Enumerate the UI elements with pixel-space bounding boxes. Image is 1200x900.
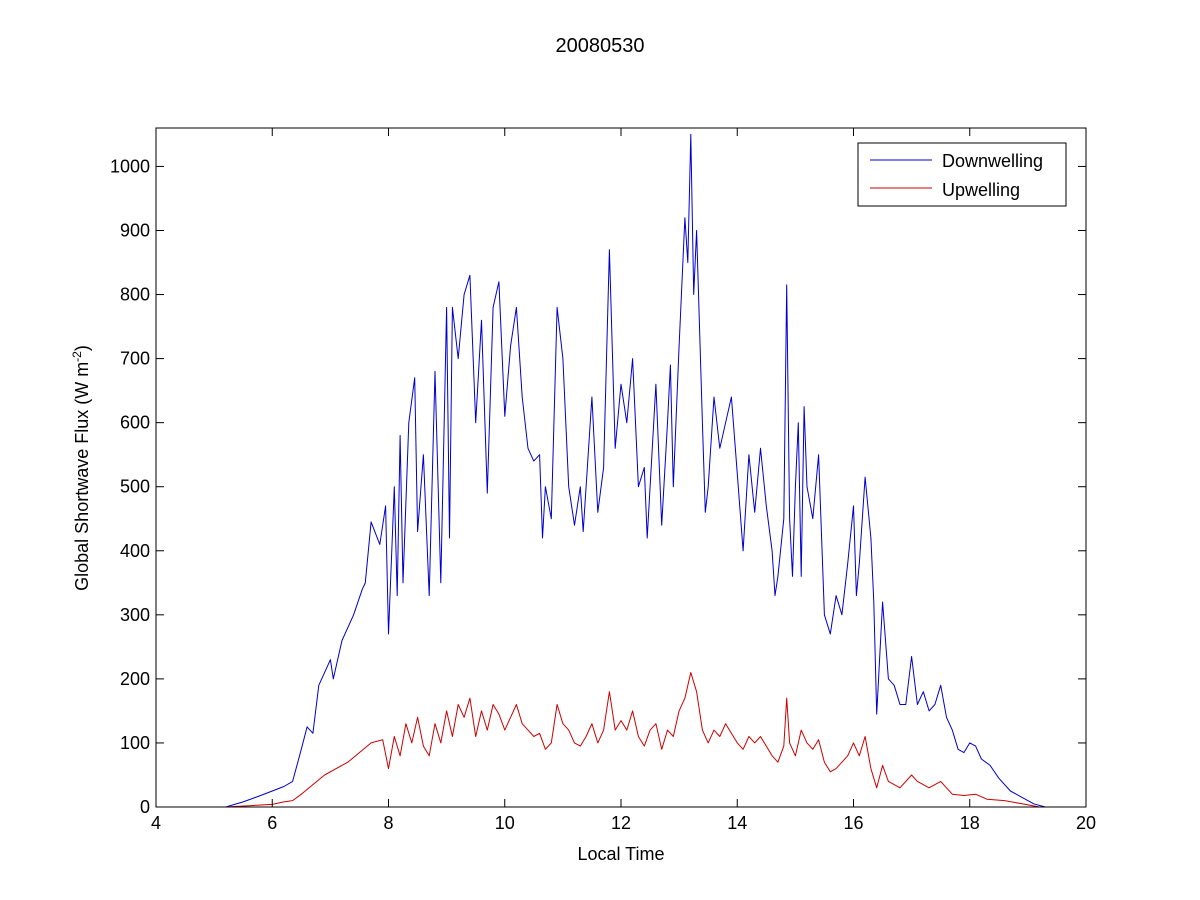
- y-tick-label: 600: [120, 413, 150, 433]
- plot-area: [156, 128, 1086, 807]
- x-tick-label: 10: [495, 813, 515, 833]
- y-tick-label: 900: [120, 220, 150, 240]
- x-axis-label: Local Time: [577, 844, 664, 864]
- x-tick-label: 12: [611, 813, 631, 833]
- x-tick-label: 4: [151, 813, 161, 833]
- legend-label-downwelling: Downwelling: [942, 151, 1043, 171]
- x-tick-label: 8: [383, 813, 393, 833]
- ticks-layer: 4 6 8 10 12 14 16 18 200100200300400500600700800…: [110, 128, 1096, 833]
- legend-box: [857, 142, 1067, 207]
- y-tick-label: 100: [120, 733, 150, 753]
- y-tick-label: 200: [120, 669, 150, 689]
- y-tick-label: 500: [120, 477, 150, 497]
- x-tick-label: 14: [727, 813, 747, 833]
- y-tick-label: 1000: [110, 156, 150, 176]
- x-tick-label: 18: [960, 813, 980, 833]
- y-tick-label: 800: [120, 285, 150, 305]
- y-axis-label-close: ): [72, 345, 92, 351]
- y-axis-label: Global Shortwave Flux (W m-2): [70, 345, 92, 591]
- y-axis-label-superscript: -2: [70, 351, 84, 362]
- plot-frame: [155, 127, 1087, 808]
- legend: Downwelling Upwelling: [857, 142, 1067, 207]
- x-tick-label: 20: [1076, 813, 1096, 833]
- y-tick-label: 300: [120, 605, 150, 625]
- y-tick-label: 700: [120, 349, 150, 369]
- x-tick-label: 16: [843, 813, 863, 833]
- y-tick-label: 0: [140, 797, 150, 817]
- series-line-upwelling: [225, 672, 1040, 808]
- series-line-downwelling: [225, 133, 1046, 808]
- series-layer: [225, 133, 1046, 808]
- y-tick-label: 400: [120, 541, 150, 561]
- chart-title: 20080530: [556, 35, 645, 57]
- legend-label-upwelling: Upwelling: [942, 180, 1020, 200]
- y-axis-label-main: Global Shortwave Flux (W m: [72, 362, 92, 591]
- x-tick-label: 6: [267, 813, 277, 833]
